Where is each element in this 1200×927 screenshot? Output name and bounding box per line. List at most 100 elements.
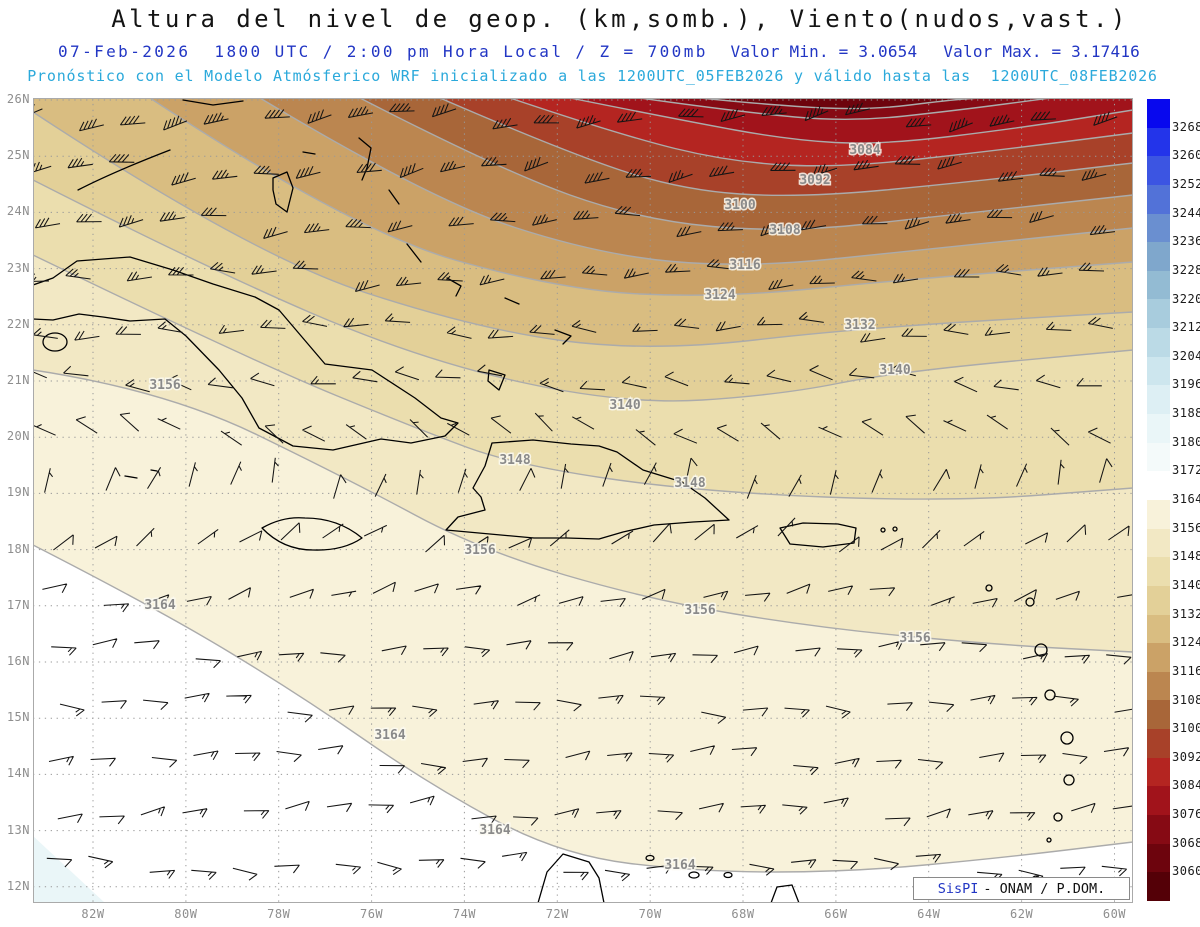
lat-tick-label: 18N xyxy=(6,541,30,556)
colorbar-segment xyxy=(1147,299,1170,329)
contour-label: 3140 xyxy=(879,363,910,378)
contour-label: 3164 xyxy=(144,598,175,613)
colorbar-segment xyxy=(1147,471,1170,500)
colorbar-segment xyxy=(1147,213,1170,243)
contour-label: 3164 xyxy=(664,858,695,873)
lat-tick-label: 13N xyxy=(6,822,30,837)
contour-label: 3156 xyxy=(684,603,715,618)
colorbar-segment xyxy=(1147,643,1170,672)
colorbar-label: 3116 xyxy=(1172,663,1200,678)
colorbar-segment xyxy=(1147,614,1170,644)
colorbar-label: 3140 xyxy=(1172,577,1200,592)
colorbar-label: 3100 xyxy=(1172,721,1200,736)
colorbar-label: 3188 xyxy=(1172,406,1200,421)
lon-tick-label: 68W xyxy=(731,907,755,921)
lat-tick-label: 24N xyxy=(6,204,30,219)
colorbar-segment xyxy=(1147,557,1170,586)
colorbar-label: 3220 xyxy=(1172,291,1200,306)
contour-label: 3148 xyxy=(499,453,530,468)
value-max: Valor Max. = 3.17416 xyxy=(943,42,1140,61)
colorbar-label: 3148 xyxy=(1172,549,1200,564)
colorbar xyxy=(1147,99,1170,901)
contour-label: 3140 xyxy=(609,398,640,413)
colorbar-label: 3076 xyxy=(1172,807,1200,822)
colorbar-segment xyxy=(1147,328,1170,357)
lat-tick-label: 23N xyxy=(6,260,30,275)
colorbar-label: 3180 xyxy=(1172,434,1200,449)
lon-tick-label: 70W xyxy=(638,907,662,921)
colorbar-label: 3124 xyxy=(1172,635,1200,650)
contour-label: 3164 xyxy=(374,728,405,743)
colorbar-label: 3252 xyxy=(1172,176,1200,191)
contour-label: 3156 xyxy=(149,378,180,393)
colorbar-label: 3260 xyxy=(1172,148,1200,163)
colorbar-label: 3132 xyxy=(1172,606,1200,621)
contour-label: 3116 xyxy=(729,258,760,273)
colorbar-segment xyxy=(1147,414,1170,443)
colorbar-label: 3108 xyxy=(1172,692,1200,707)
colorbar-label: 3244 xyxy=(1172,205,1200,220)
lat-tick-label: 12N xyxy=(6,878,30,893)
attribution: SisPI - ONAM / P.DOM. xyxy=(913,877,1130,900)
lat-tick-label: 17N xyxy=(6,597,30,612)
colorbar-label: 3068 xyxy=(1172,835,1200,850)
colorbar-segment xyxy=(1147,156,1170,185)
colorbar-label: 3236 xyxy=(1172,234,1200,249)
lon-tick-label: 64W xyxy=(917,907,941,921)
contour-label: 3156 xyxy=(464,543,495,558)
contour-label: 3132 xyxy=(844,318,875,333)
lon-tick-label: 62W xyxy=(1010,907,1034,921)
colorbar-label: 3204 xyxy=(1172,348,1200,363)
lon-tick-label: 82W xyxy=(81,907,105,921)
colorbar-label: 3092 xyxy=(1172,749,1200,764)
lon-tick-label: 80W xyxy=(174,907,198,921)
colorbar-segment xyxy=(1147,356,1170,386)
lat-tick-label: 20N xyxy=(6,429,30,444)
map-canvas: 3084 3092 3100 3108 3116 3124 3132 3140 3140 3148… xyxy=(33,98,1133,903)
colorbar-label: 3156 xyxy=(1172,520,1200,535)
lon-tick-label: 78W xyxy=(267,907,291,921)
colorbar-label: 3164 xyxy=(1172,492,1200,506)
lon-tick-label: 72W xyxy=(545,907,569,921)
colorbar-label: 3212 xyxy=(1172,320,1200,335)
colorbar-segment xyxy=(1147,242,1170,271)
colorbar-segment xyxy=(1147,99,1170,128)
subtitle-row: 07-Feb-2026 1800 UTC / 2:00 pm Hora Loca… xyxy=(58,42,1140,61)
lat-tick-label: 14N xyxy=(6,766,30,781)
colorbar-segment xyxy=(1147,442,1170,472)
lat-tick-label: 26N xyxy=(6,92,30,106)
contour-label: 3156 xyxy=(899,631,930,646)
colorbar-segment xyxy=(1147,757,1170,787)
colorbar-segment xyxy=(1147,270,1170,300)
colorbar-segment xyxy=(1147,872,1170,901)
lat-tick-label: 15N xyxy=(6,710,30,725)
colorbar-segment xyxy=(1147,786,1170,816)
contour-label: 3124 xyxy=(704,288,735,303)
colorbar-label: 3060 xyxy=(1172,864,1200,879)
lat-tick-label: 21N xyxy=(6,373,30,387)
colorbar-segment xyxy=(1147,184,1170,214)
colorbar-segment xyxy=(1147,585,1170,615)
colorbar-segment xyxy=(1147,385,1170,415)
contour-label: 3084 xyxy=(849,143,880,158)
lon-tick-label: 76W xyxy=(359,907,384,921)
colorbar-segment xyxy=(1147,528,1170,558)
colorbar-segment xyxy=(1147,729,1170,758)
colorbar-label: 3172 xyxy=(1172,463,1200,478)
valid-datetime: 07-Feb-2026 1800 UTC / 2:00 pm Hora Loca… xyxy=(58,42,708,61)
colorbar-label: 3196 xyxy=(1172,377,1200,392)
chart-title: Altura del nivel de geop. (km,somb.), Vi… xyxy=(111,5,1129,33)
colorbar-label: 3084 xyxy=(1172,778,1200,793)
lat-tick-label: 16N xyxy=(6,654,30,668)
colorbar-segment xyxy=(1147,700,1170,730)
contour-label: 3108 xyxy=(769,223,800,238)
colorbar-segment xyxy=(1147,843,1170,873)
colorbar-label: 3228 xyxy=(1172,262,1200,277)
colorbar-segment xyxy=(1147,815,1170,844)
attribution-org: - ONAM / P.DOM. xyxy=(983,880,1106,897)
forecast-note: Pronóstico con el Modelo Atmósferico WRF… xyxy=(27,67,1158,85)
lat-tick-label: 22N xyxy=(6,316,30,331)
colorbar-label: 3268 xyxy=(1172,119,1200,134)
lon-tick-label: 66W xyxy=(824,907,848,921)
lon-tick-label: 74W xyxy=(452,907,477,921)
